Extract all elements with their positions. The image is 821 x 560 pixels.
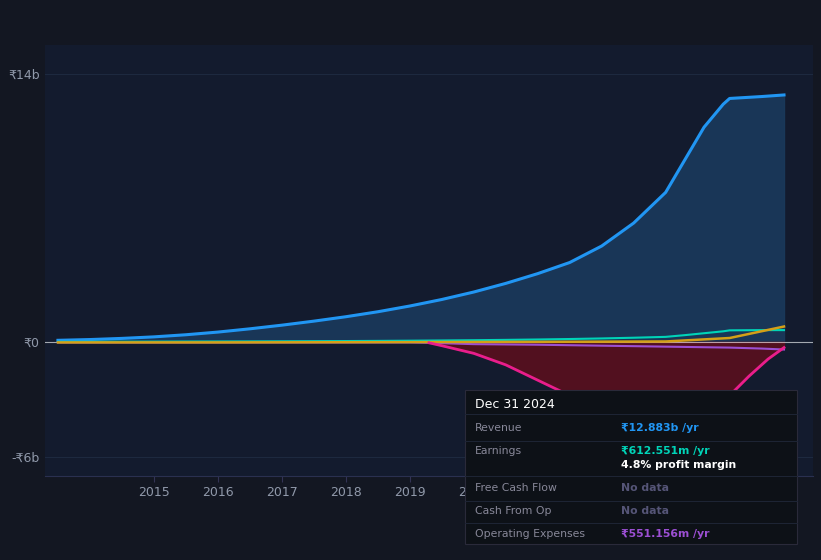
Text: Earnings: Earnings [475,446,521,456]
Text: No data: No data [621,506,668,516]
Text: Revenue: Revenue [475,423,522,433]
Text: Operating Expenses: Operating Expenses [475,529,585,539]
Text: ₹612.551m /yr: ₹612.551m /yr [621,446,709,456]
Text: Dec 31 2024: Dec 31 2024 [475,398,554,411]
Text: Cash From Op: Cash From Op [475,506,551,516]
Text: ₹12.883b /yr: ₹12.883b /yr [621,423,699,433]
Text: Free Cash Flow: Free Cash Flow [475,483,557,493]
Text: 4.8% profit margin: 4.8% profit margin [621,460,736,470]
Text: No data: No data [621,483,668,493]
Text: ₹551.156m /yr: ₹551.156m /yr [621,529,709,539]
